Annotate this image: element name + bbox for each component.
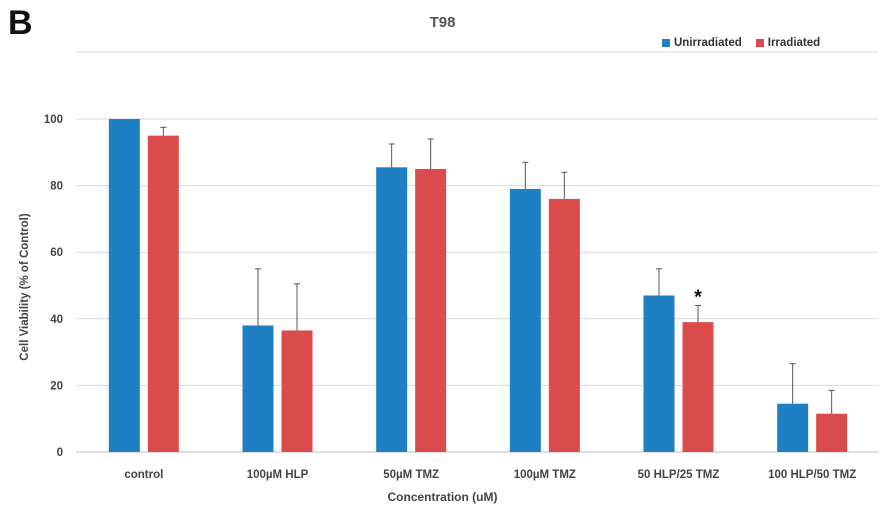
bar [415,168,447,452]
legend-label-irradiated: Irradiated [767,37,821,49]
bar [281,330,313,452]
bar [643,295,675,452]
bar [242,325,274,452]
y-tick-label: 80 [50,181,63,193]
bar [777,403,809,452]
x-axis-label: Concentration (uM) [387,490,498,504]
bar [816,413,848,452]
x-tick-label: 50µM TMZ [383,469,439,481]
x-tick-label: 50 HLP/25 TMZ [638,469,720,481]
bar [108,119,140,452]
legend-item-unirradiated: Unirradiated [662,37,742,49]
significance-annotation: * [694,286,702,308]
y-tick-label: 60 [50,247,63,259]
bar [147,135,179,452]
legend-label-unirradiated: Unirradiated [674,37,742,49]
y-tick-label: 0 [57,447,63,459]
bar [682,322,714,452]
chart-title: T98 [429,14,456,31]
legend-swatch-unirradiated [662,39,670,47]
panel-letter: B [8,4,33,42]
y-tick-label: 100 [44,114,63,126]
x-tick-label: 100µM HLP [247,469,309,481]
y-tick-label: 40 [50,314,63,326]
x-tick-label: 100µM TMZ [514,469,576,481]
legend-item-irradiated: Irradiated [755,37,821,49]
x-tick-label: 100 HLP/50 TMZ [768,469,856,481]
legend-swatch-irradiated [755,39,764,47]
bar [509,188,541,452]
y-tick-label: 20 [50,380,63,392]
bar [548,198,580,452]
legend: Unirradiated Irradiated [662,37,834,49]
x-tick-label: control [124,469,163,481]
bar [376,167,408,452]
